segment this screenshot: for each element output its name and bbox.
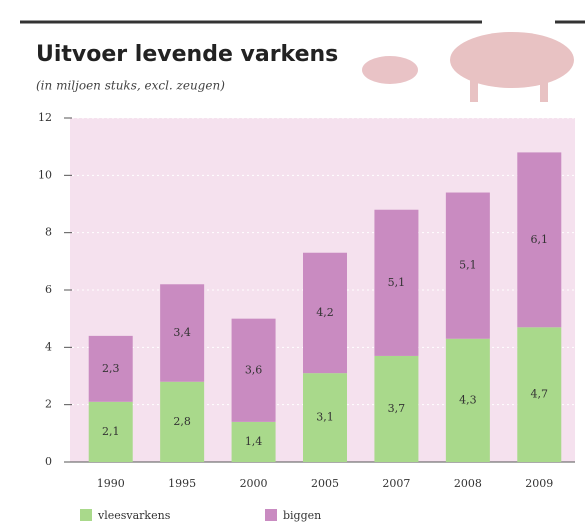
- legend-label: vleesvarkens: [97, 509, 171, 522]
- bar-segment: [88, 335, 133, 402]
- x-tick-label: 2009: [525, 477, 553, 490]
- value-label: 4,2: [316, 306, 334, 319]
- bar-segment: [303, 373, 347, 462]
- value-label: 2,1: [102, 425, 120, 438]
- bar-segment: [445, 192, 490, 339]
- bar-segment: [445, 338, 490, 462]
- y-tick-label: 2: [45, 398, 52, 411]
- bar-segment: [88, 401, 133, 462]
- value-label: 3,7: [388, 402, 406, 415]
- bar-segment: [231, 421, 276, 462]
- legend-swatch: [265, 509, 277, 521]
- value-label: 4,3: [459, 393, 477, 406]
- value-label: 6,1: [531, 233, 549, 246]
- bar-segment: [231, 318, 276, 422]
- bar-segment: [303, 252, 347, 374]
- bar-segment: [517, 327, 562, 462]
- bar-segment: [160, 381, 205, 462]
- x-tick-label: 2005: [311, 477, 339, 490]
- y-tick-label: 4: [45, 340, 52, 353]
- chart-subtitle: (in miljoen stuks, excl. zeugen): [36, 79, 225, 93]
- value-label: 3,4: [173, 326, 191, 339]
- legend-label: biggen: [283, 509, 321, 522]
- value-label: 5,1: [388, 276, 406, 289]
- x-tick-label: 2008: [454, 477, 482, 490]
- y-tick-label: 6: [45, 283, 52, 296]
- y-tick-label: 12: [38, 111, 52, 124]
- pig-illustration: [362, 32, 574, 102]
- x-tick-label: 2000: [240, 477, 268, 490]
- value-label: 2,3: [102, 362, 120, 375]
- y-tick-label: 0: [45, 455, 52, 468]
- bar-segment: [374, 209, 419, 356]
- x-tick-label: 1995: [168, 477, 196, 490]
- x-tick-label: 2007: [382, 477, 410, 490]
- value-label: 1,4: [245, 435, 263, 448]
- value-label: 3,6: [245, 363, 263, 376]
- bar-segment: [374, 355, 419, 462]
- legend-swatch: [80, 509, 92, 521]
- y-tick-label: 8: [45, 226, 52, 239]
- y-tick-label: 10: [38, 168, 52, 181]
- value-label: 3,1: [316, 411, 334, 424]
- x-tick-label: 1990: [97, 477, 125, 490]
- bar-segment: [160, 284, 205, 382]
- bar-segment: [517, 152, 562, 328]
- value-label: 4,7: [531, 388, 549, 401]
- value-label: 5,1: [459, 259, 477, 272]
- chart-title: Uitvoer levende varkens: [36, 42, 338, 67]
- value-label: 2,8: [173, 415, 191, 428]
